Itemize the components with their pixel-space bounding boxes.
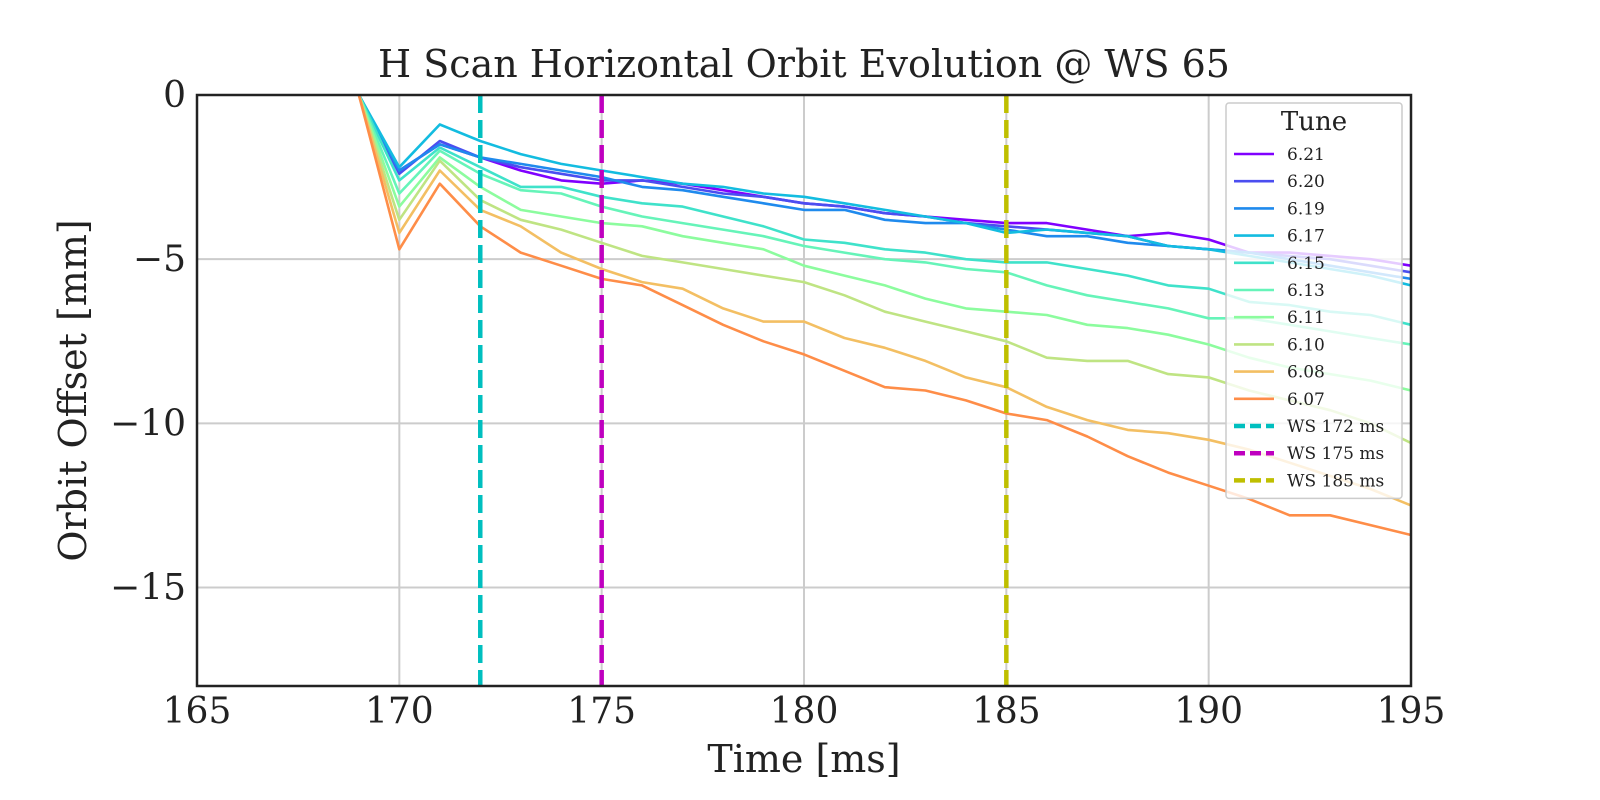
ws-vertical-lines: [478, 95, 1009, 686]
y-tick-label: −10: [110, 403, 186, 444]
legend-item: WS 172 ms: [1234, 417, 1384, 437]
legend-label: 6.15: [1287, 254, 1325, 274]
legend-item: 6.15: [1234, 254, 1325, 274]
legend-label: 6.07: [1287, 390, 1325, 410]
y-tick-label: 0: [163, 75, 186, 116]
legend-label: 6.19: [1287, 199, 1325, 219]
legend-item: 6.10: [1234, 335, 1325, 355]
legend-label: WS 175 ms: [1287, 444, 1384, 464]
legend-item: 6.17: [1234, 227, 1325, 247]
y-axis-label: Orbit Offset [mm]: [51, 219, 95, 561]
legend-items: 6.21 6.20 6.19 6.17 6.15 6.13 6.11 6.10 6.08 6.07…: [1234, 145, 1384, 491]
x-axis-label: Time [ms]: [707, 737, 900, 781]
legend-label: WS 172 ms: [1287, 417, 1384, 437]
legend-item: 6.11: [1234, 308, 1325, 328]
legend-item: 6.19: [1234, 199, 1325, 219]
x-tick-label: 190: [1174, 691, 1243, 732]
legend-item: 6.21: [1234, 145, 1325, 165]
x-tick-label: 180: [770, 691, 839, 732]
legend-label: 6.10: [1287, 335, 1325, 355]
legend-label: WS 185 ms: [1287, 471, 1384, 491]
legend-label: 6.08: [1287, 363, 1325, 383]
legend-title: Tune: [1281, 107, 1347, 137]
y-tick-label: −5: [133, 239, 186, 280]
legend-label: 6.20: [1287, 172, 1325, 192]
legend-label: 6.17: [1287, 227, 1325, 247]
y-tick-label: −15: [110, 568, 186, 609]
legend-item: 6.13: [1234, 281, 1325, 301]
x-tick-label: 185: [972, 691, 1041, 732]
legend-item: WS 175 ms: [1234, 444, 1384, 464]
x-tick-label: 165: [163, 691, 232, 732]
plot-frame: [195, 93, 1413, 688]
x-tick-label: 175: [567, 691, 636, 732]
chart-title: H Scan Horizontal Orbit Evolution @ WS 6…: [378, 42, 1230, 86]
legend-item: 6.08: [1234, 363, 1325, 383]
legend: Tune 6.21 6.20 6.19 6.17 6.15 6.13 6.11 6.10 6.0…: [1225, 102, 1403, 500]
legend-label: 6.11: [1287, 308, 1325, 328]
legend-item: WS 185 ms: [1234, 471, 1384, 491]
x-tick-label: 170: [365, 691, 434, 732]
axis-ticks: 165 170 175 180 185 190 195 0 −5 −10 −15: [110, 75, 1445, 732]
legend-label: 6.13: [1287, 281, 1325, 301]
x-tick-label: 195: [1377, 691, 1446, 732]
legend-item: 6.20: [1234, 172, 1325, 192]
legend-label: 6.21: [1287, 145, 1325, 165]
legend-item: 6.07: [1234, 390, 1325, 410]
